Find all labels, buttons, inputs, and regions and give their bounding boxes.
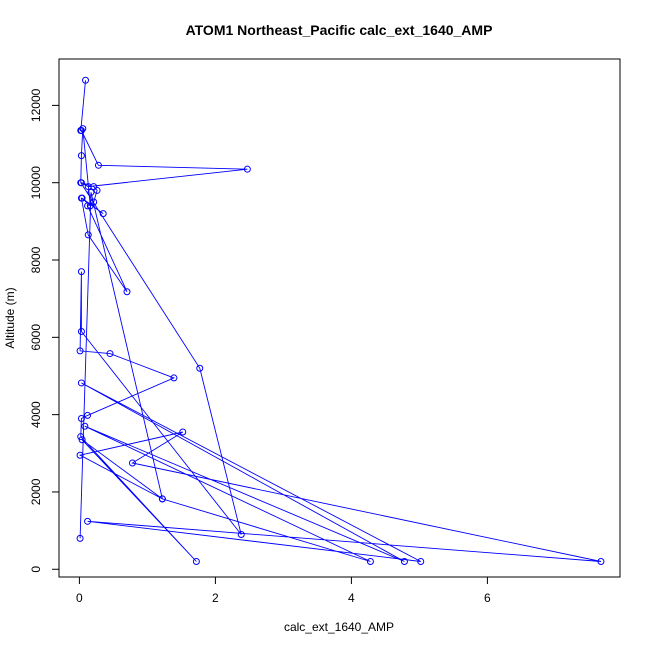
data-point xyxy=(79,125,87,133)
data-point xyxy=(76,347,84,355)
x-tick-label: 4 xyxy=(348,591,355,605)
x-axis: 0 2 4 6 xyxy=(76,576,491,605)
data-point xyxy=(90,198,98,206)
data-point xyxy=(78,436,86,444)
x-tick-label: 0 xyxy=(76,591,83,605)
data-point xyxy=(93,186,101,194)
data-point xyxy=(76,534,84,542)
data-point xyxy=(82,76,90,84)
y-tick-label: 8000 xyxy=(29,246,43,273)
data-point xyxy=(87,188,95,196)
data-point xyxy=(77,433,85,441)
data-point xyxy=(77,179,85,187)
data-point xyxy=(77,328,85,336)
x-axis-label: calc_ext_1640_AMP xyxy=(284,620,394,634)
data-point xyxy=(400,558,408,566)
data-series xyxy=(76,76,605,566)
y-axis-label: Altitude (m) xyxy=(3,287,17,348)
y-tick-label: 12000 xyxy=(29,88,43,122)
data-point xyxy=(86,202,94,210)
data-point xyxy=(90,183,98,191)
data-point xyxy=(179,428,187,436)
y-axis: 0 2000 4000 6000 8000 10000 12000 xyxy=(29,88,60,573)
y-tick-label: 2000 xyxy=(29,478,43,505)
y-tick-label: 6000 xyxy=(29,324,43,351)
data-point xyxy=(106,350,114,358)
data-point xyxy=(78,194,86,202)
data-point xyxy=(158,495,166,503)
data-point xyxy=(366,558,374,566)
data-point xyxy=(128,459,136,467)
data-point xyxy=(84,202,92,210)
y-tick-label: 4000 xyxy=(29,401,43,428)
data-point xyxy=(77,268,85,276)
data-point xyxy=(76,451,84,459)
data-point xyxy=(77,415,85,423)
data-point xyxy=(84,517,92,525)
data-point xyxy=(81,422,89,430)
data-point xyxy=(597,558,605,566)
data-point xyxy=(94,161,102,169)
series-line xyxy=(78,80,602,562)
data-point xyxy=(243,165,251,173)
data-point xyxy=(237,530,245,538)
data-point xyxy=(417,558,425,566)
data-point xyxy=(123,288,131,296)
data-point xyxy=(84,411,92,419)
data-point xyxy=(84,231,92,239)
y-tick-label: 0 xyxy=(29,566,43,573)
data-point xyxy=(77,379,85,387)
data-point xyxy=(192,558,200,566)
data-point xyxy=(77,152,85,160)
x-tick-label: 6 xyxy=(484,591,491,605)
data-point xyxy=(84,183,92,191)
x-tick-label: 2 xyxy=(212,591,219,605)
data-point xyxy=(196,364,204,372)
chart-title: ATOM1 Northeast_Pacific calc_ext_1640_AM… xyxy=(186,22,493,38)
data-point xyxy=(99,210,107,218)
data-point xyxy=(77,127,85,135)
data-point xyxy=(170,374,178,382)
y-tick-label: 10000 xyxy=(29,166,43,200)
plot-frame xyxy=(58,58,621,578)
